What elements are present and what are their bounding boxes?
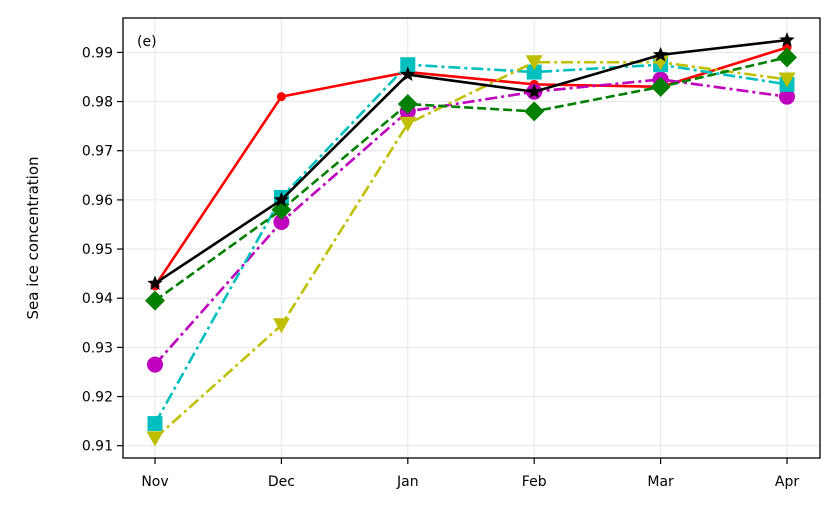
data-point [147, 416, 163, 432]
x-tick-label: Mar [647, 474, 674, 490]
y-tick-label: 0.97 [82, 144, 113, 160]
data-point [147, 356, 163, 373]
data-point [146, 431, 164, 447]
data-point [526, 64, 542, 80]
data-point [272, 318, 290, 334]
y-tick-label: 0.94 [82, 291, 113, 307]
x-tick-label: Nov [141, 474, 168, 490]
series-line [154, 60, 788, 440]
y-tick-label: 0.92 [82, 390, 113, 406]
y-tick-label: 0.98 [82, 95, 113, 111]
data-point [276, 92, 286, 102]
series-line [153, 63, 788, 425]
y-tick-label: 0.91 [82, 439, 113, 455]
data-point [524, 101, 545, 122]
series-1 [150, 42, 792, 291]
data-point [779, 32, 795, 47]
series-4 [146, 55, 796, 447]
series-2 [147, 71, 795, 373]
panel-label: (e) [137, 34, 157, 50]
data-point [652, 46, 669, 62]
grid-lines [123, 18, 820, 458]
data-point [777, 47, 797, 68]
x-tick-label: Apr [775, 474, 799, 490]
x-tick-label: Jan [396, 474, 419, 490]
series-5 [145, 47, 797, 311]
data-point [400, 57, 416, 73]
data-point [273, 214, 290, 231]
data-point [779, 88, 795, 105]
series-line [154, 38, 788, 285]
series-3 [147, 57, 795, 432]
series-line [153, 46, 788, 287]
data-point [526, 83, 542, 99]
x-tick-label: Dec [268, 474, 295, 490]
axes: 0.91 0.92 0.93 0.94 0.95 0.96 0.97 0.98 0.99 Nov D… [82, 45, 800, 490]
data-point [650, 76, 671, 97]
data-point [652, 55, 670, 71]
series-line [154, 56, 788, 302]
y-axis-title: Sea ice concentration [24, 156, 42, 319]
series-layer [145, 32, 797, 447]
x-tick-label: Feb [522, 474, 547, 490]
y-tick-label: 0.93 [82, 340, 113, 356]
data-point [397, 94, 418, 115]
data-point [525, 55, 543, 71]
data-point [400, 66, 416, 82]
data-point [399, 116, 417, 132]
series-6 [147, 32, 795, 290]
data-point [147, 275, 163, 290]
data-point [273, 191, 290, 207]
y-tick-label: 0.99 [82, 45, 113, 61]
y-tick-label: 0.95 [82, 242, 113, 258]
series-line [154, 78, 788, 366]
data-point [778, 72, 796, 88]
data-point [145, 290, 165, 311]
y-tick-label: 0.96 [82, 193, 113, 209]
plot-frame [122, 17, 821, 459]
